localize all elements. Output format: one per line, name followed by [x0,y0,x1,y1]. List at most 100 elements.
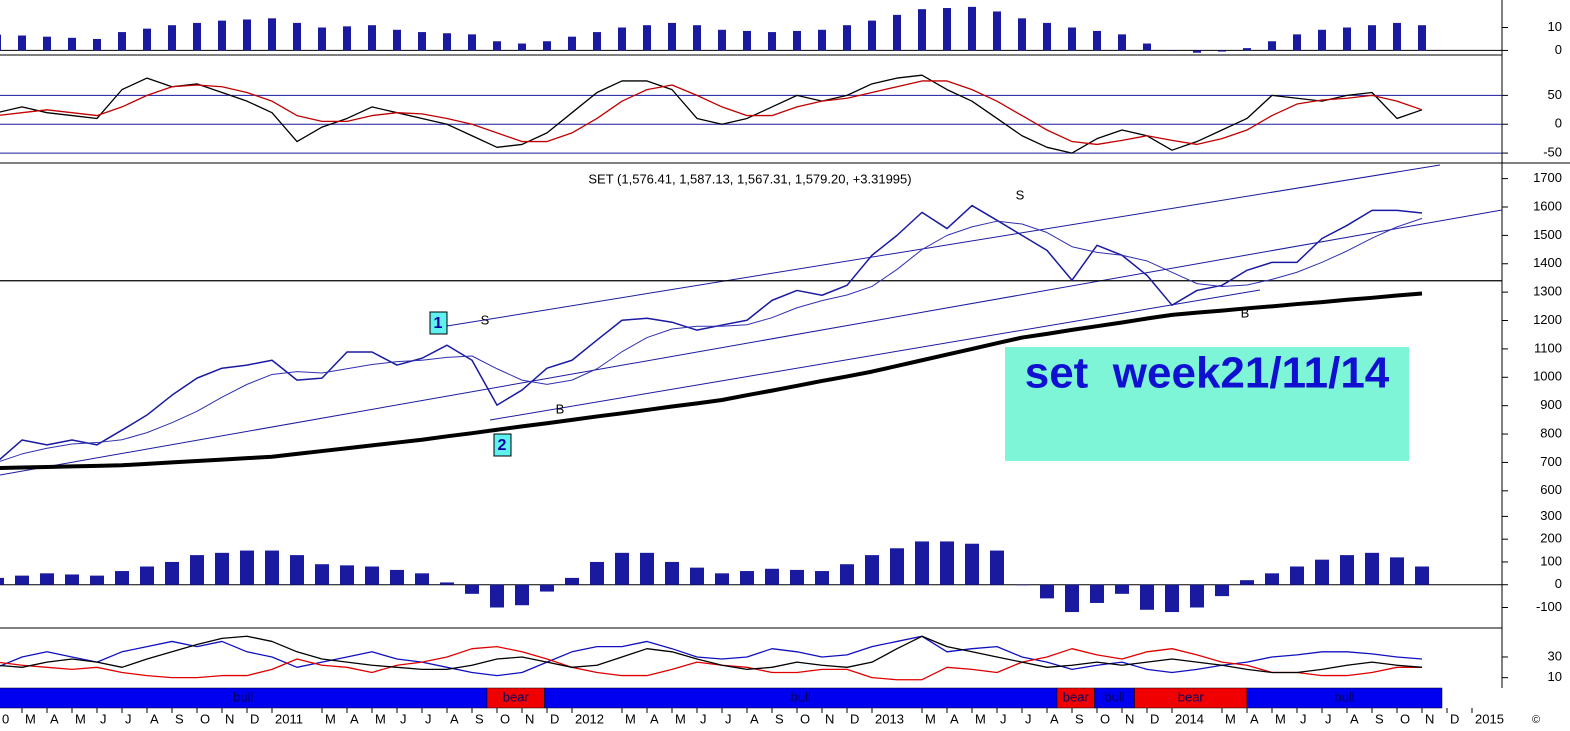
bar [1318,29,1326,51]
bar [1415,566,1429,585]
signal-label: bull [1334,689,1354,704]
bar [315,564,329,585]
y-tick-label: 1500 [1533,227,1562,242]
bar [15,575,29,585]
bar [540,584,554,592]
x-tick-label: O [1100,711,1110,726]
bar [293,22,301,51]
bar [1268,41,1276,51]
series-line [0,204,1423,461]
bar [1365,552,1379,585]
x-tick-label: A [1350,711,1359,726]
bar [865,555,879,585]
bar [740,571,754,585]
bar [643,25,651,51]
signal-label: bear [1063,689,1090,704]
x-tick-label: J [1000,711,1007,726]
annotations: 1 2 S S B B [429,187,1250,457]
bar [718,29,726,51]
bar [440,582,454,585]
bar [518,43,526,51]
bar [390,569,404,585]
annotation: B [556,401,565,416]
bar [1215,584,1229,597]
bar [1218,50,1226,52]
signal-label: bull [233,689,253,704]
x-tick-label: A [650,711,659,726]
y-tick-label: 0 [1555,116,1562,131]
x-tick-label: D [250,711,259,726]
x-tick-label: 2012 [575,711,604,726]
bar [1393,22,1401,51]
bar [1293,34,1301,51]
series-line [0,74,1423,154]
bar [468,34,476,51]
bar [493,41,501,51]
bar [565,577,579,585]
bar [815,571,829,585]
bar [593,32,601,51]
series-line [0,645,1422,681]
bar [40,573,54,585]
bar [840,564,854,585]
bar [818,29,826,51]
x-tick-label: N [1125,711,1134,726]
x-tick-label: O [1400,711,1410,726]
bar [65,574,79,585]
x-tick-label: J [725,711,732,726]
y-tick-label: 800 [1540,425,1562,440]
annotation-box [493,433,512,457]
bar [1093,30,1101,51]
series-line [0,80,1423,146]
x-tick-label: M [1225,711,1236,726]
x-tick-label: S [775,711,784,726]
bar [1068,27,1076,51]
bar [1015,584,1029,586]
bar [1115,584,1129,594]
x-tick-label: J [125,711,132,726]
bar [1390,557,1404,585]
channel-line [0,209,1503,476]
x-tick-label: M [25,711,36,726]
bar [165,561,179,585]
y-tick-label: 1300 [1533,284,1562,299]
bar [668,22,676,51]
bar [93,38,101,51]
x-tick-label: O [200,711,210,726]
x-tick-label: 2014 [1175,711,1204,726]
y-tick-label: 1200 [1533,312,1562,327]
bar [940,541,954,585]
bar [1193,50,1201,53]
x-tick-label: A [950,711,959,726]
bar [215,552,229,585]
annotation: B [1241,305,1250,320]
x-tick-label: A [50,711,59,726]
y-tick-label: 1700 [1533,170,1562,185]
bar [890,548,904,585]
bar [115,571,129,585]
x-tick-label: S [1075,711,1084,726]
bar [1290,566,1304,585]
bar [843,25,851,51]
x-tick-label: A [750,711,759,726]
y-tick-label: 10 [1548,19,1562,34]
y-tick-label: 50 [1548,87,1562,102]
bar [918,9,926,51]
copyright: © [1532,714,1540,726]
bar [965,543,979,585]
bar [768,32,776,51]
bar [1043,22,1051,51]
bar [1368,25,1376,51]
x-tick-label: N [1425,711,1434,726]
x-tick-label: O [800,711,810,726]
x-tick-label: S [175,711,184,726]
x-tick-label: M [325,711,336,726]
x-tick-label: D [550,711,559,726]
signal-label: bull [1104,689,1124,704]
bar [640,552,654,585]
bar [1190,584,1204,608]
bar [1243,48,1251,51]
bar [218,20,226,51]
x-tick-label: A [1250,711,1259,726]
y-tick-label: 10 [1548,669,1562,684]
